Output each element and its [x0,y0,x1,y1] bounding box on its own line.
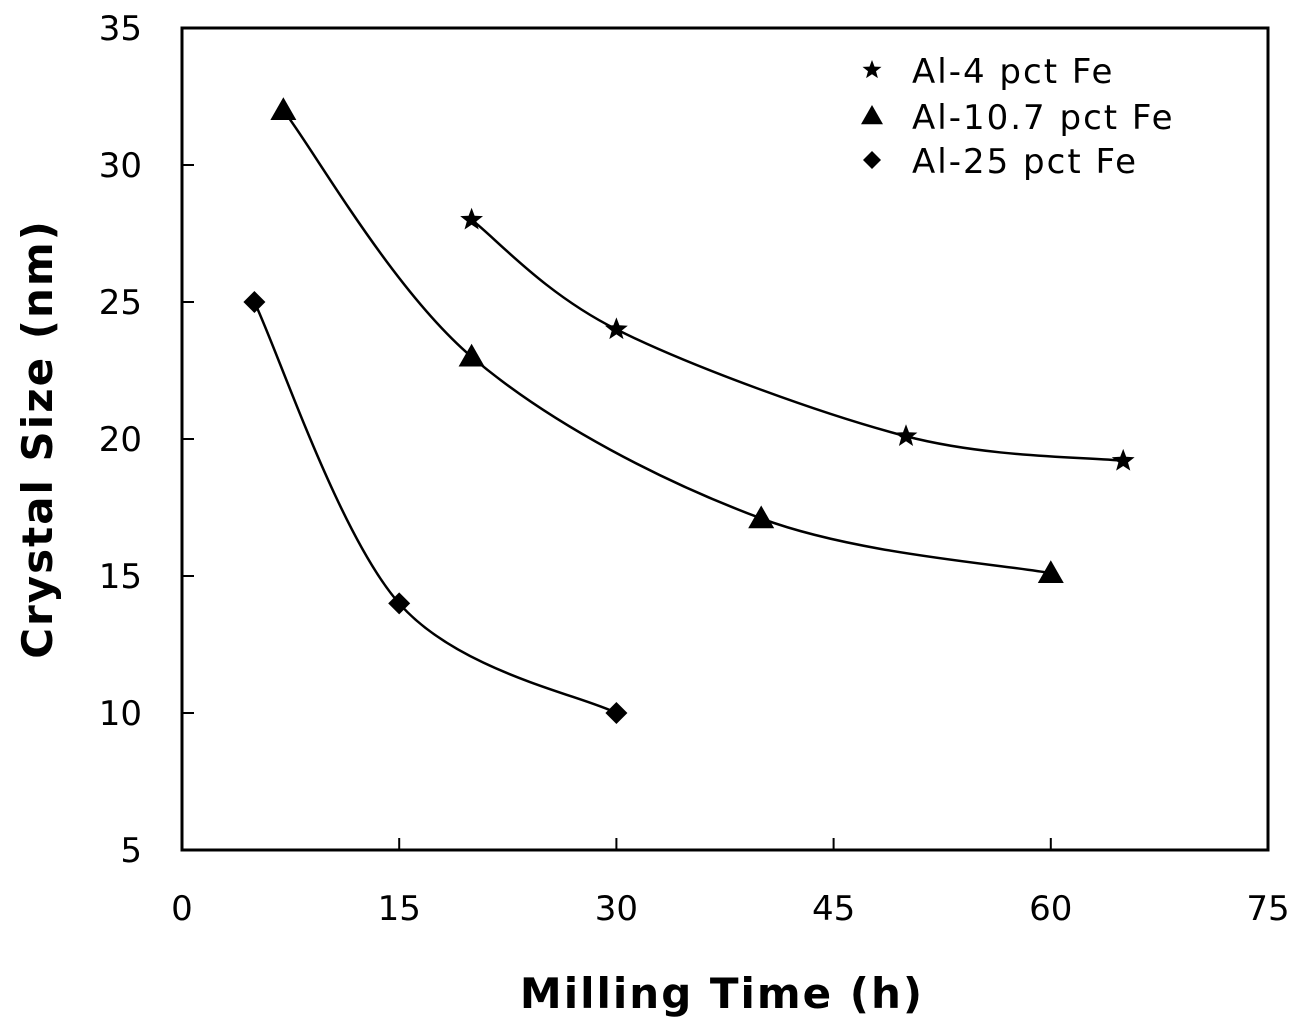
diamond-marker [243,291,266,313]
y-tick-label: 35 [99,9,142,49]
y-tick-label: 20 [99,420,142,460]
x-tick-label: 15 [378,889,421,929]
y-tick-label: 15 [99,557,142,597]
triangle-marker [458,343,485,367]
legend-label: Al-25 pct Fe [912,142,1138,182]
x-tick-label: 45 [812,889,855,929]
series-curves [253,109,1124,715]
triangle-marker [270,97,297,120]
x-tick-label: 0 [171,889,193,929]
triangle-marker [1037,560,1064,584]
legend-label: Al-10.7 pct Fe [912,98,1175,138]
legend-triangle-marker [861,105,883,125]
y-tick-label: 10 [99,694,142,734]
y-tick-label: 30 [99,146,142,186]
axis-ticks [182,164,1052,850]
diamond-marker [605,702,628,724]
y-tick-label: 5 [120,831,142,871]
star-marker [460,207,483,230]
triangle-marker [748,505,775,529]
legend-diamond-marker [863,151,881,169]
x-tick-label: 75 [1246,889,1289,929]
x-tick-label: 60 [1029,889,1072,929]
legend-star-marker [862,60,882,79]
diamond-marker [388,592,411,615]
series-curve [470,218,1124,463]
tick-labels: 0 15 30 45 60 75 5 10 15 20 25 30 35 [99,9,1290,929]
x-tick-label: 30 [595,889,638,929]
star-marker [605,317,628,340]
series-curve [253,301,617,715]
legend-label: Al-4 pct Fe [912,52,1114,92]
star-marker [894,424,918,446]
y-axis-title: Crystal Size (nm) [13,219,62,659]
series-markers [243,97,1135,724]
y-tick-label: 25 [99,283,142,323]
star-marker [1111,448,1135,471]
series-curve [282,109,1052,575]
x-axis-title: Milling Time (h) [520,969,924,1018]
